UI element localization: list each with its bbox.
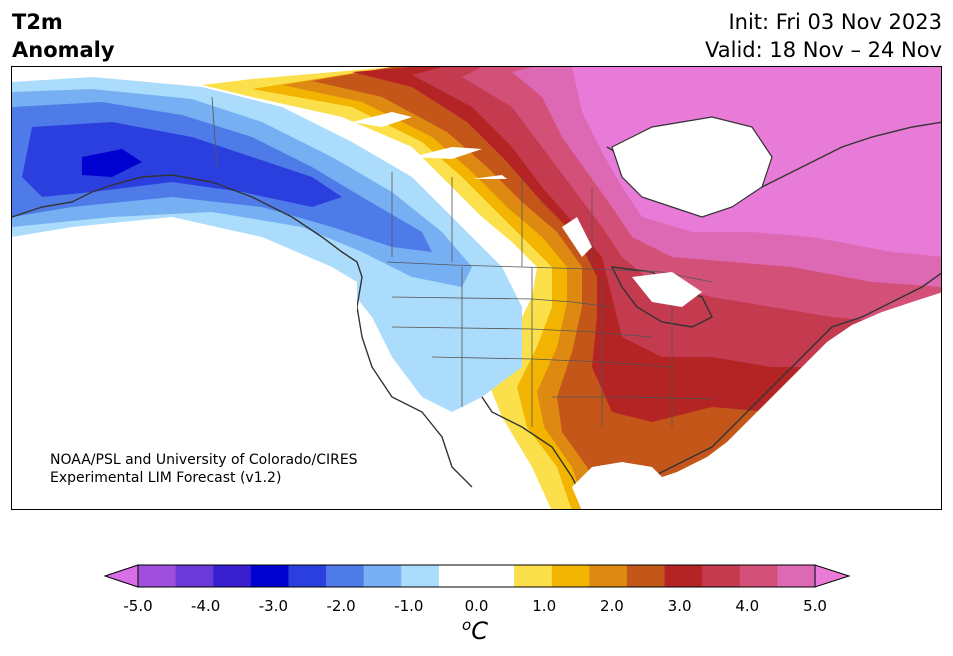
- colorbar-frame: [137, 564, 816, 588]
- colorbar-tick-label: -3.0: [258, 597, 289, 615]
- colorbar-cell: [476, 565, 515, 587]
- colorbar-tick-label: -5.0: [123, 597, 153, 615]
- map-panel: NOAA/PSL and University of Colorado/CIRE…: [11, 66, 942, 510]
- colorbar-cell: [363, 565, 402, 587]
- title-right: Init: Fri 03 Nov 2023 Valid: 18 Nov – 24…: [705, 8, 942, 64]
- gulf-of-mexico: [572, 462, 672, 509]
- colorbar-tick-label: 1.0: [532, 597, 557, 615]
- unit-letter: C: [471, 617, 488, 645]
- colorbar-cell: [175, 565, 214, 587]
- credit-line-2: Experimental LIM Forecast (v1.2): [50, 470, 282, 486]
- lakes: [352, 112, 702, 307]
- cold-band-4: [22, 122, 342, 207]
- title-line-1: T2m: [12, 10, 63, 34]
- pacific-ocean: [12, 227, 481, 509]
- colorbar-cell: [551, 565, 590, 587]
- colorbar-tick-label: 3.0: [667, 597, 692, 615]
- colorbar-tick-label: -2.0: [326, 597, 356, 615]
- colorbar-unit: oC: [462, 616, 488, 645]
- colorbar-cell: [288, 565, 327, 587]
- title-left: T2m Anomaly: [12, 8, 115, 64]
- colorbar-cell: [702, 565, 741, 587]
- colorbar-right-arrow: [814, 564, 851, 588]
- colorbar-cell: [664, 565, 703, 587]
- colorbar-tick-label: -4.0: [191, 597, 221, 615]
- colorbar-cells: [138, 565, 816, 587]
- valid-range: Valid: 18 Nov – 24 Nov: [705, 38, 942, 62]
- colorbar-left-arrow: [103, 564, 139, 588]
- colorbar-cell: [777, 565, 816, 587]
- colorbar-cell: [326, 565, 365, 587]
- colorbar-cell: [514, 565, 553, 587]
- colorbar-cell: [438, 565, 477, 587]
- colorbar-tick-label: -1.0: [394, 597, 424, 615]
- unit-superscript: o: [462, 616, 472, 634]
- credit-text: NOAA/PSL and University of Colorado/CIRE…: [50, 451, 358, 487]
- colorbar-cell: [401, 565, 440, 587]
- colorbar-cell: [138, 565, 177, 587]
- atlantic-ocean: [603, 292, 941, 509]
- cold-band-5: [82, 149, 142, 177]
- colorbar-tick-label: 0.0: [464, 597, 489, 615]
- colorbar-cell: [213, 565, 252, 587]
- colorbar-tick-label: 5.0: [803, 597, 827, 615]
- colorbar-cell: [250, 565, 289, 587]
- colorbar-tick-label: 2.0: [599, 597, 624, 615]
- anomaly-map: [12, 67, 941, 509]
- colorbar-cell: [589, 565, 628, 587]
- hudson-bay: [611, 116, 773, 218]
- colorbar-tick-label: 4.0: [735, 597, 760, 615]
- colorbar-cell: [626, 565, 666, 587]
- title-line-2: Anomaly: [12, 38, 115, 62]
- colorbar-cell: [739, 565, 778, 587]
- credit-line-1: NOAA/PSL and University of Colorado/CIRE…: [50, 452, 358, 468]
- borders: [211, 96, 713, 427]
- init-date: Init: Fri 03 Nov 2023: [728, 10, 942, 34]
